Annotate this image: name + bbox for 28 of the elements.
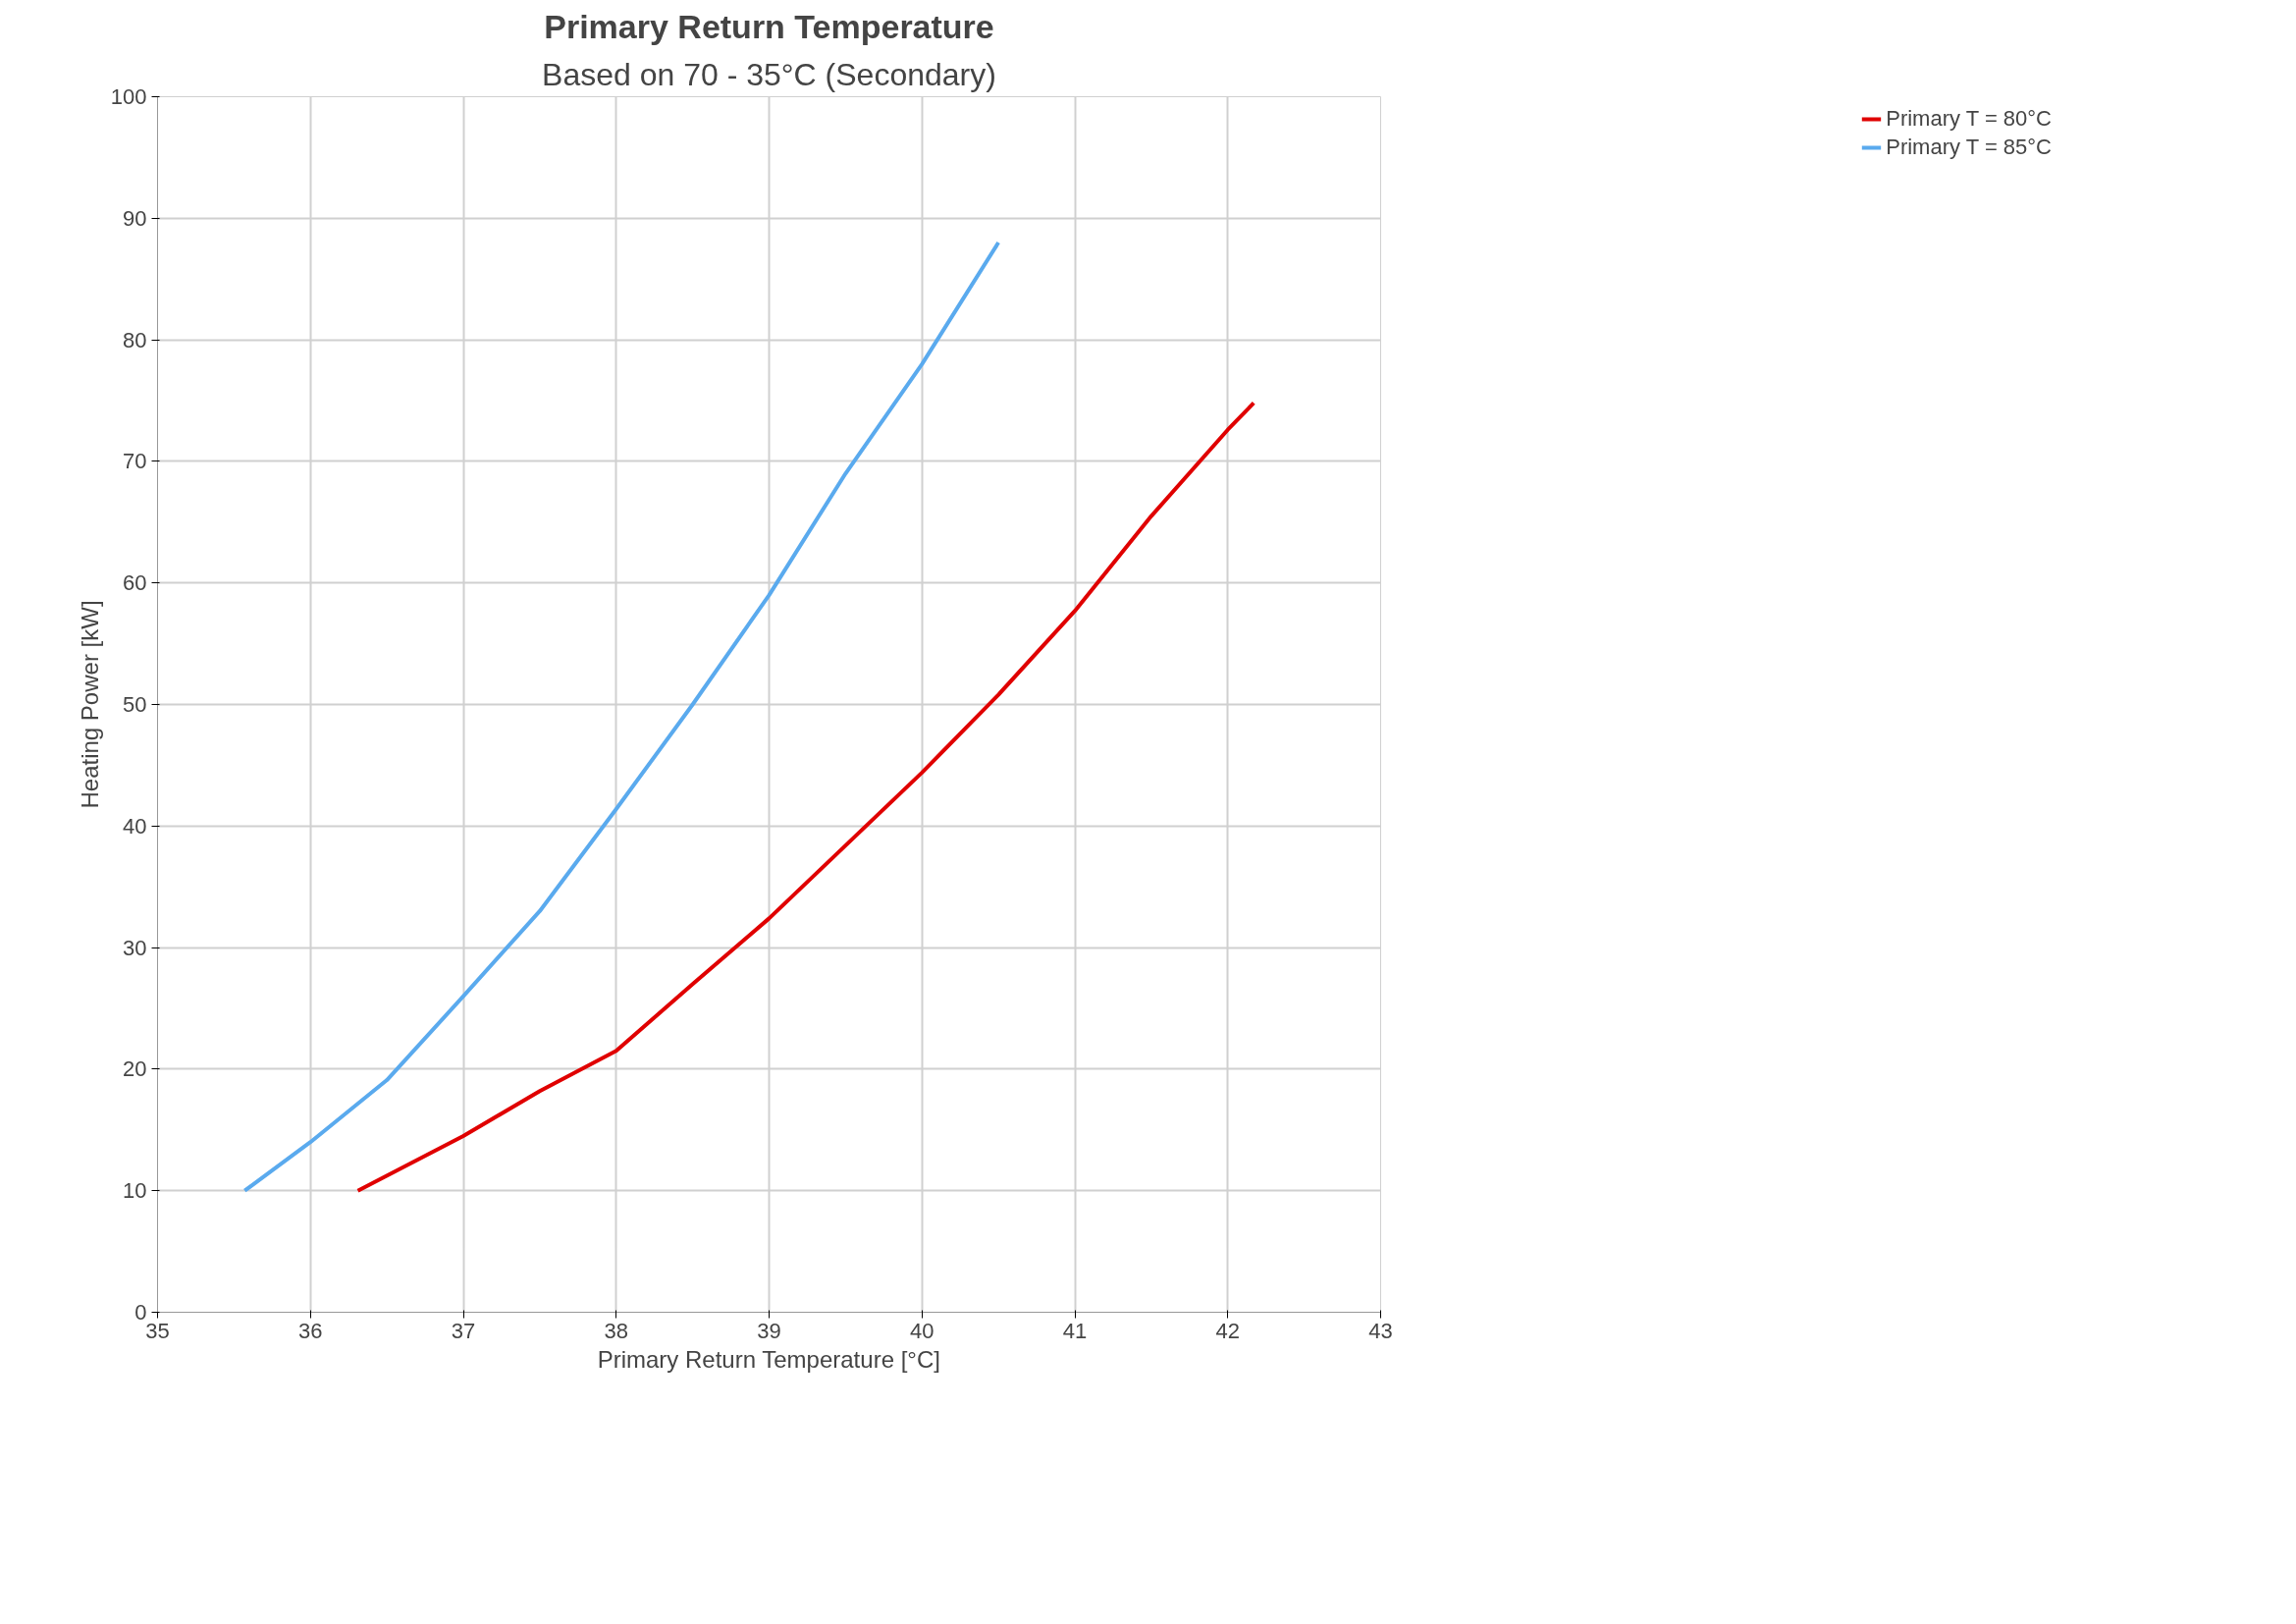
x-tick-label: 41 <box>1062 1318 1088 1343</box>
y-tick-label: 40 <box>123 813 147 839</box>
x-tick-label: 35 <box>145 1318 170 1343</box>
x-tick-label: 39 <box>757 1318 781 1343</box>
legend-label: Primary T = 85°C <box>1886 135 2052 160</box>
x-tick-label: 38 <box>604 1318 628 1343</box>
line-series <box>242 241 1001 1193</box>
x-tick-label: 40 <box>910 1318 934 1343</box>
y-tick-label: 50 <box>123 692 147 717</box>
y-tick-label: 90 <box>123 205 147 231</box>
y-tick-label: 20 <box>123 1056 147 1082</box>
chart-title: Primary Return Temperature <box>544 7 994 45</box>
x-tick-label: 42 <box>1215 1318 1240 1343</box>
y-tick-label: 60 <box>123 570 147 596</box>
y-tick-label: 70 <box>123 449 147 474</box>
y-tick-label: 30 <box>123 935 147 960</box>
y-tick-label: 80 <box>123 327 147 352</box>
x-tick-label: 43 <box>1368 1318 1393 1343</box>
y-tick-label: 0 <box>134 1300 147 1325</box>
y-axis-title: Heating Power [kW] <box>76 600 103 809</box>
y-tick-label: 100 <box>110 84 147 109</box>
x-tick-label: 36 <box>298 1318 323 1343</box>
x-axis-title: Primary Return Temperature [°C] <box>597 1345 940 1373</box>
line-series <box>355 401 1256 1193</box>
legend-label: Primary T = 80°C <box>1886 106 2052 132</box>
y-tick-label: 10 <box>123 1178 147 1204</box>
chart-subtitle: Based on 70 - 35°C (Secondary) <box>542 56 996 92</box>
x-tick-label: 37 <box>451 1318 476 1343</box>
